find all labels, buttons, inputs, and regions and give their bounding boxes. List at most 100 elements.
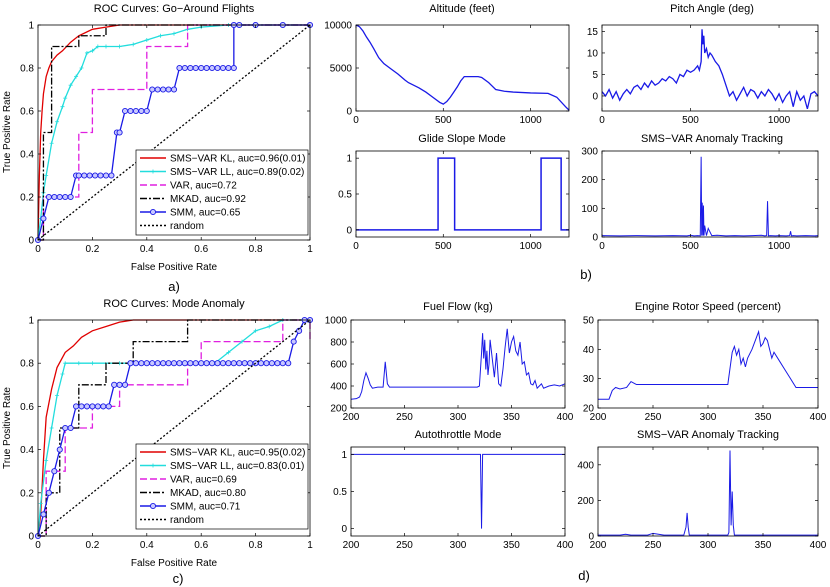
pitch-series-pitch [601,29,819,110]
glide-series-glide [356,157,569,231]
roc2-smm-point [274,360,281,367]
roc1-ll-point [74,74,79,79]
glide-slope-title: Glide Slope Mode [418,133,505,145]
roc1-ll-point [60,104,65,109]
roc2-smm-point [62,424,69,432]
roc1-ll-point [79,66,84,70]
tracking2-ytick-label: 400 [577,460,594,471]
roc2-smm-point [187,360,194,367]
roc2-ytick-label: 0 [28,532,34,543]
roc2-smm-point [121,381,129,388]
fuel-axes-frame [350,319,566,409]
roc2-smm-point [230,360,237,367]
roc1-xtick-label: 0.4 [140,244,154,255]
roc1-smm-point [75,172,82,179]
tracking1-ytick-label: 300 [581,147,598,158]
roc1-smm-point [203,64,210,72]
roc1-ll-point [158,33,163,38]
roc2-xtick-label: 0.4 [140,540,154,551]
roc2-smm-point [149,360,156,367]
altitude-ytick-label: 10000 [324,21,352,32]
pitch-xtick-label: 1000 [768,115,791,126]
roc1-ll-point [172,31,176,36]
roc1-series-random [37,24,311,241]
roc2-xtick-label: 0.2 [85,540,99,551]
rotor-ytick-label: 40 [583,345,595,356]
autothrottle-xtick-label: 300 [450,540,467,551]
roc2-legend-label: random [170,515,204,526]
roc1-legend-label: random [170,221,204,232]
roc2-smm-point [176,360,183,367]
roc2-ll-point [226,350,231,355]
pitch-xtick-label: 500 [682,115,699,126]
roc2-legend-label: SMM, auc=0.71 [170,502,241,513]
roc2-smm-point [51,468,58,475]
autothrottle-series-autothrottle [351,453,565,529]
roc2-ll-point [240,339,244,344]
roc1-axes-frame [37,24,311,241]
roc1-xtick-label: 0.8 [249,244,263,255]
roc1-xtick-label: 1 [307,244,313,255]
rotor-axes-frame [597,319,819,409]
fuel-xtick-label: 250 [396,412,413,423]
fuel-ytick-label: 600 [330,360,347,371]
roc-go-around-ylabel: True Positive Rate [2,91,13,173]
roc2-ytick-label: 1 [28,316,34,327]
roc2-smm-point [279,360,286,367]
roc2-smm-point [219,360,227,367]
roc2-ytick-label: 0.2 [20,488,34,499]
altitude-ytick-label: 5000 [330,64,353,75]
roc-mode-anomaly-panel: ROC Curves: Mode Anomaly False Positive … [2,298,313,569]
roc2-smm-point [56,446,63,453]
roc1-ytick-label: 0.8 [20,64,34,75]
altitude-xtick-label: 500 [435,115,452,126]
roc1-ll-point [44,173,49,178]
roc-go-around-xlabel: False Positive Rate [131,262,218,273]
rotor-ytick-label: 30 [583,374,595,385]
roc2-legend-label: SMS−VAR LL, auc=0.83(0.01) [170,461,304,472]
roc1-smm-point [165,86,172,93]
roc1-ll-point [68,83,73,88]
roc1-smm-point [45,193,52,201]
altitude-series-altitude [355,24,570,111]
pitch-ytick-label: 0 [592,91,598,102]
rotor-speed-panel: Engine Rotor Speed (percent) 200 250 300 35… [583,301,827,423]
roc-mode-anomaly-ylabel: True Positive Rate [2,387,13,469]
tracking-2-panel: SMS−VAR Anomaly Tracking 200 250 300 350 400… [577,429,826,551]
fuel-xtick-label: 350 [503,412,520,423]
rotor-xtick-label: 350 [755,412,772,423]
roc2-xtick-label: 0 [35,540,41,551]
roc1-smm-point [170,86,178,93]
glide-ytick-label: 1 [346,154,352,165]
fuel-flow-panel: Fuel Flow (kg) 200 250 300 350 400 200 400 600 8… [325,301,574,423]
roc1-xtick-label: 0 [35,244,41,255]
autothrottle-xtick-label: 350 [503,540,520,551]
tracking1-ytick-label: 0 [592,233,598,244]
roc2-ll-point [253,328,258,333]
roc2-smm-point [170,360,178,367]
roc2-smm-point [45,489,52,496]
roc2-smm-point [105,403,112,410]
autothrottle-axes-frame [350,446,566,537]
roc2-smm-point [127,360,134,367]
pitch-panel: Pitch Angle (deg) 0 500 1000 0 5 10 15 [587,3,819,126]
autothrottle-ytick-label: 0 [341,524,347,535]
tracking-1-panel: SMS−VAR Anomaly Tracking 0 500 1000 0 100 200… [581,133,819,252]
roc1-ll-point [131,42,136,47]
rotor-xtick-label: 250 [645,412,662,423]
roc2-smm-point [209,360,216,367]
tracking1-xtick-label: 0 [599,241,605,252]
roc1-ll-point [117,44,122,49]
roc2-ll-point [63,361,68,366]
tracking2-xtick-label: 300 [700,540,717,551]
roc2-smm-point [290,338,297,345]
roc1-smm-point [149,86,156,93]
roc1-smm-point [102,172,110,179]
fuel-flow-title: Fuel Flow (kg) [423,301,493,313]
roc2-ll-point [49,426,54,430]
roc1-smm-point [67,193,74,201]
roc1-ytick-label: 0.2 [20,193,34,204]
roc1-ll-point [144,38,149,43]
roc2-smm-point [214,360,221,367]
